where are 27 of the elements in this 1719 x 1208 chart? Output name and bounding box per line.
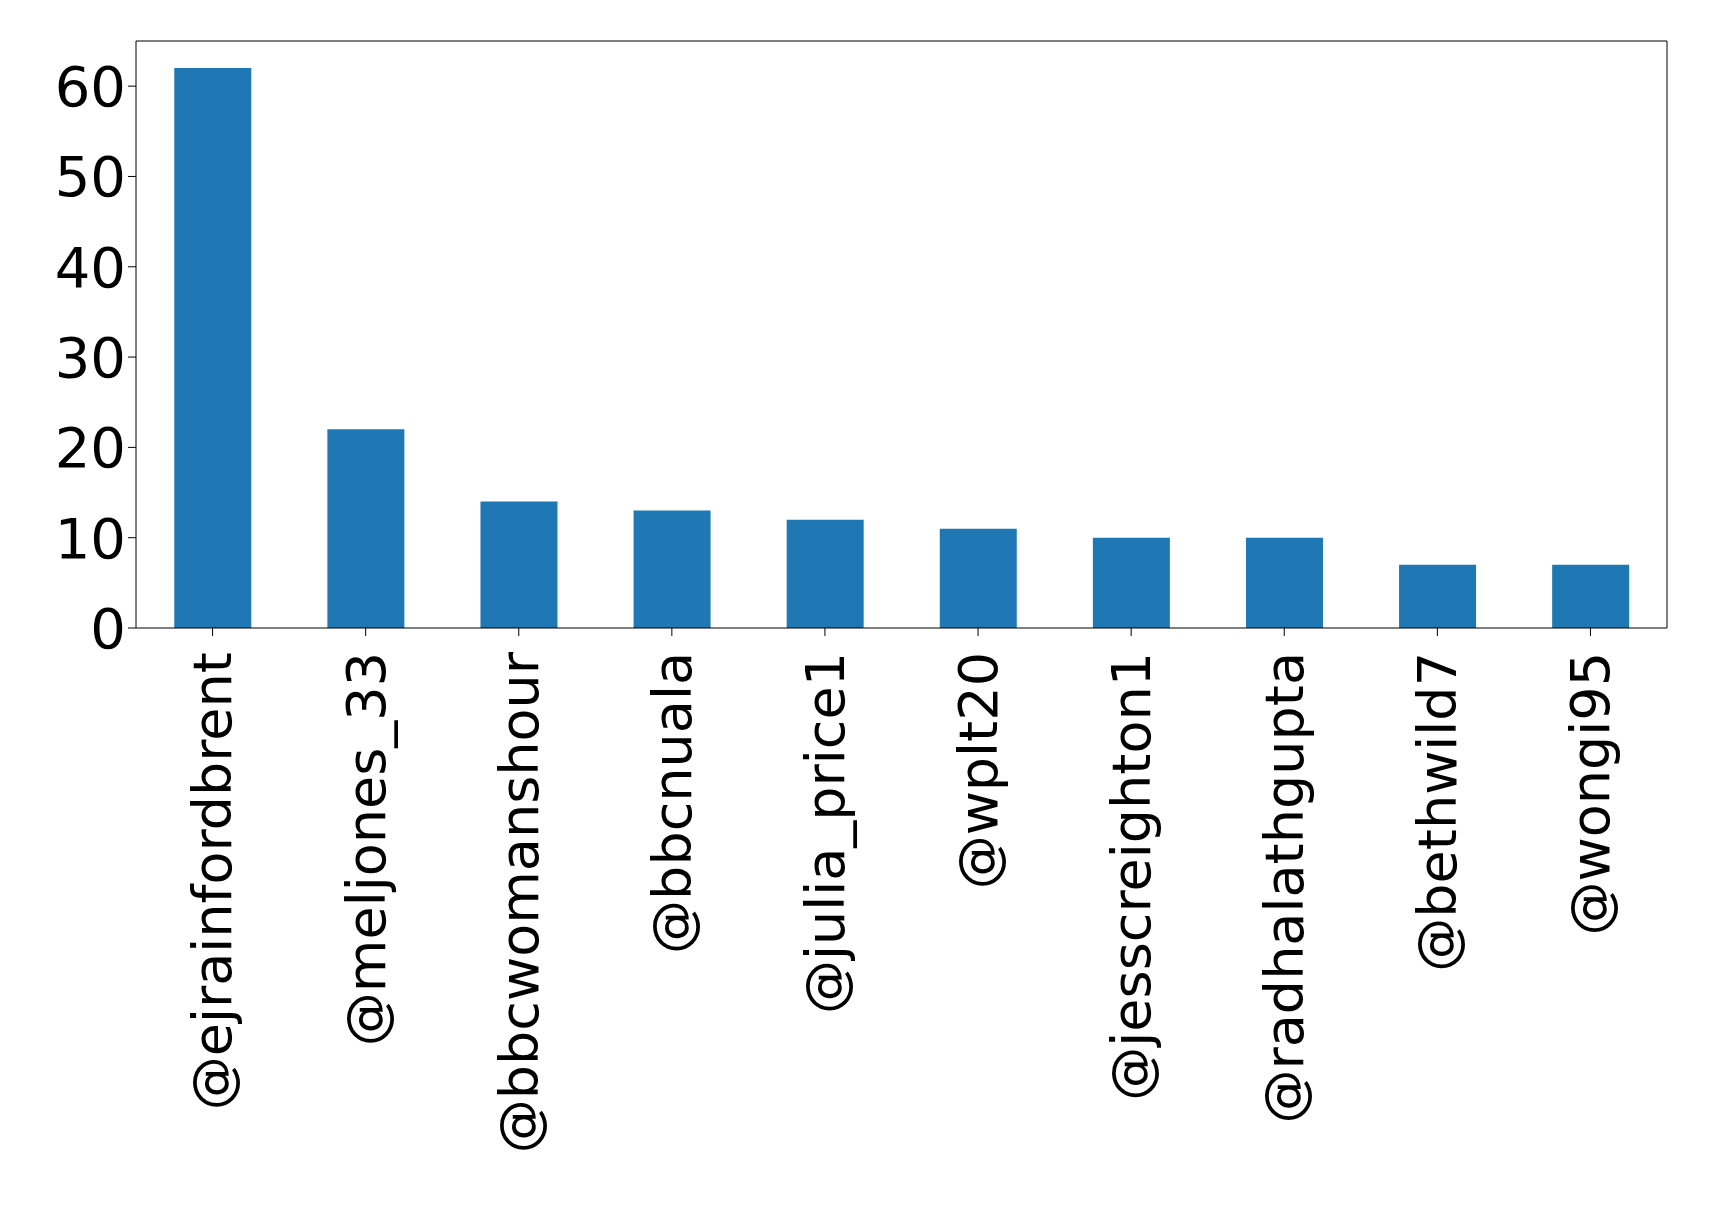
bar bbox=[1552, 564, 1630, 628]
y-tick-label: 30 bbox=[54, 324, 126, 390]
y-tick-label: 50 bbox=[54, 144, 126, 210]
y-tick-label: 20 bbox=[54, 415, 126, 481]
x-tick-label: @ejrainfordbrent bbox=[181, 652, 245, 1111]
x-tick-label: @bethwild7 bbox=[1406, 652, 1470, 972]
x-tick-label: @meljones_33 bbox=[334, 652, 398, 1047]
bar bbox=[1399, 564, 1477, 628]
x-tick-label: @julia_price1 bbox=[793, 652, 857, 1015]
x-tick-label: @wplt20 bbox=[946, 652, 1010, 890]
x-tick-label: @bbcwomanshour bbox=[487, 651, 551, 1154]
x-tick-label: @wongi95 bbox=[1559, 652, 1623, 936]
y-tick-label: 10 bbox=[54, 505, 126, 571]
x-tick-label: @radhalathgupta bbox=[1253, 652, 1317, 1124]
bar bbox=[174, 68, 252, 628]
y-tick-label: 0 bbox=[90, 595, 126, 661]
bar bbox=[633, 510, 711, 628]
bar bbox=[1245, 537, 1323, 628]
bar bbox=[939, 528, 1017, 628]
bar bbox=[1092, 537, 1170, 628]
x-tick-label: @bbcnuala bbox=[640, 652, 704, 954]
y-tick-label: 60 bbox=[54, 54, 126, 120]
x-tick-label: @jesscreighton1 bbox=[1100, 652, 1164, 1101]
bar bbox=[327, 429, 405, 628]
bar bbox=[480, 501, 558, 628]
bar bbox=[786, 519, 864, 628]
y-tick-label: 40 bbox=[54, 234, 126, 300]
